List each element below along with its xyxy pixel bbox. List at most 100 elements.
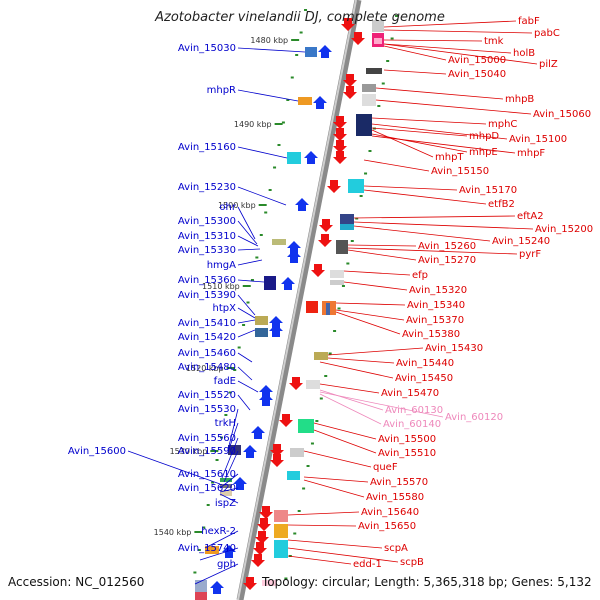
left-gene-label: Avin_15390 [178,290,236,301]
gene-arrow-reverse [351,32,365,45]
right-label-leader [371,117,487,125]
right-gene-label: holB [513,48,535,59]
kbp-marker-label: 1510 kbp [202,282,240,291]
left-label-leader [237,380,259,393]
kbp-marker-layer: 1480 kbp 1490 kbp 1500 kbp 1510 kbp 1520 kbp… [154,36,300,537]
right-label-leader [327,347,424,356]
gene-block [362,94,376,106]
left-gene-label: Avin_15610 [178,469,236,480]
right-gene-label: etfB2 [488,199,515,210]
gene-arrow-forward [210,581,224,594]
right-label-leader [335,309,405,321]
right-label-leader [353,225,491,242]
gene-block [356,114,372,136]
left-gene-label: ispZ [215,498,236,509]
left-gene-label: gph [217,559,236,570]
left-label-leader [237,47,306,53]
gene-arrow-forward [287,241,301,254]
gene-block [306,380,320,389]
gene-block [274,510,288,522]
gene-block [228,445,241,455]
gene-arrow-forward [243,445,257,458]
rna-gene-label: Avin_60130 [385,405,443,416]
right-gene-label: Avin_15170 [459,185,517,196]
right-gene-label: scpA [384,543,408,554]
gene-arrow-reverse [251,554,265,567]
left-label-leader [237,366,253,381]
right-label-leader [353,221,534,230]
left-label-leader [237,206,256,240]
right-gene-label: tmk [484,36,504,47]
gene-arrow-reverse [327,180,341,193]
gene-block [220,490,232,496]
right-gene-label: mhpE [469,147,498,158]
gene-arrow-reverse [253,542,267,555]
gene-arrow-forward [287,250,301,263]
gene-block [362,84,376,92]
genome-backbone-highlight [237,0,357,600]
gene-block [255,328,268,337]
right-gene-label: mhpT [435,152,464,163]
left-label-leader [237,319,256,324]
right-gene-label: pabC [534,28,560,39]
right-label-leader [287,539,383,549]
left-gene-label: trkH [215,418,236,429]
rna-label-leader [319,389,384,411]
right-label-leader [343,270,411,276]
gene-block [220,478,232,482]
right-label-leader [353,215,516,219]
gene-block [298,419,314,433]
gene-block [272,239,286,245]
right-label-leader [383,45,447,61]
right-gene-label: Avin_15500 [378,434,436,445]
gene-arrow-reverse [333,116,347,129]
right-gene-label: Avin_15640 [361,507,419,518]
gene-arrow-reverse [333,151,347,164]
left-gene-label: mhpR [207,85,236,96]
gene-block [287,152,301,164]
gene-arrow-forward [259,385,273,398]
gene-arrow-reverse [289,377,303,390]
gene-arrow-reverse [257,518,271,531]
gene-block [255,316,268,325]
gene-block [340,214,354,224]
kbp-marker-label: 1540 kbp [154,528,192,537]
left-gene-label: htpX [213,303,237,314]
left-gene-label: Avin_15560 [178,433,236,444]
right-label-leader [383,69,447,75]
left-label-leader [237,235,259,247]
left-label-leader [204,530,239,549]
gene-block [374,38,382,44]
right-gene-label: Avin_15470 [381,388,439,399]
right-gene-label: edd-1 [353,559,382,570]
left-label-leader [237,259,263,266]
gene-block [220,484,232,488]
gene-block [306,301,318,313]
genome-backbone [236,0,362,600]
left-label-leader [127,450,221,485]
right-label-leader [375,99,532,115]
left-label-leader [219,487,239,493]
left-label-leader [219,493,239,504]
left-gene-label: Avin_15330 [178,245,236,256]
gene-arrow-reverse [343,74,357,87]
rna-label-leader [319,391,444,418]
right-gene-label: fabF [518,16,540,27]
left-gene-label: Avin_15310 [178,231,236,242]
right-label-leader [303,479,365,498]
right-label-leader [371,127,468,137]
right-gene-label: Avin_15240 [492,236,550,247]
gene-arrow-reverse [259,506,273,519]
left-gene-label: Avin_15360 [178,275,236,286]
gene-arrow-forward [251,426,265,439]
right-label-leader [383,29,533,34]
gene-block [366,68,382,74]
right-label-leader [347,249,417,261]
right-gene-label: eftA2 [517,211,544,222]
right-gene-label: efp [412,270,428,281]
left-gene-label: Avin_15520 [178,390,236,401]
gene-arrow-reverse [270,454,284,467]
